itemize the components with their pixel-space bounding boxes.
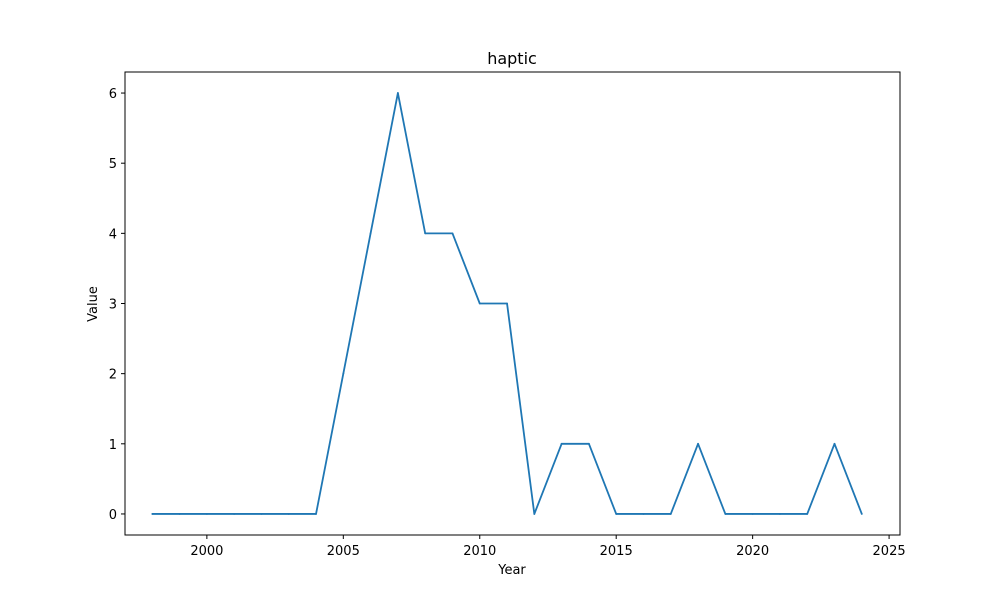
data-point xyxy=(369,232,372,235)
data-point xyxy=(588,442,590,445)
data-point xyxy=(724,513,727,515)
data-point xyxy=(751,513,754,515)
x-axis-label: Year xyxy=(497,563,526,578)
x-tick-label: 2025 xyxy=(873,544,906,559)
chart-title: haptic xyxy=(487,49,537,68)
x-tick-label: 2015 xyxy=(600,544,633,559)
x-tick-label: 2000 xyxy=(190,544,223,559)
y-tick-label: 4 xyxy=(109,227,117,242)
data-point xyxy=(860,513,863,515)
plot-area-frame xyxy=(124,71,901,536)
data-point xyxy=(424,232,427,235)
data-point xyxy=(533,513,536,515)
data-point xyxy=(506,302,508,305)
y-tick-label: 2 xyxy=(109,368,117,383)
x-tick-label: 2005 xyxy=(327,544,360,559)
x-tick-label: 2010 xyxy=(463,544,496,559)
data-point xyxy=(233,513,236,515)
y-tick-label: 5 xyxy=(109,157,117,172)
data-point xyxy=(806,513,809,515)
data-point xyxy=(669,513,672,515)
y-tick-label: 1 xyxy=(109,438,117,453)
data-point xyxy=(151,513,154,515)
data-point xyxy=(178,513,181,515)
y-axis-label: Value xyxy=(86,286,101,322)
series-layer xyxy=(151,92,863,515)
data-point xyxy=(315,513,317,515)
data-point xyxy=(205,513,208,515)
y-tick-label: 0 xyxy=(109,508,117,523)
data-point xyxy=(779,513,781,515)
data-point xyxy=(615,513,618,515)
data-point xyxy=(396,92,399,94)
y-tick-label: 3 xyxy=(109,298,117,313)
x-tick-label: 2020 xyxy=(736,544,769,559)
y-axis-ticks: 0 1 2 3 4 5 6 xyxy=(109,87,125,523)
data-point xyxy=(451,232,454,235)
data-point xyxy=(560,442,563,445)
data-point xyxy=(833,442,836,445)
y-tick-label: 6 xyxy=(109,87,117,102)
data-point xyxy=(342,372,345,375)
data-point xyxy=(260,513,263,515)
x-axis-ticks: 2000 2005 2010 2015 2020 2025 xyxy=(190,535,906,559)
data-point xyxy=(697,442,699,445)
data-point xyxy=(642,513,645,515)
data-point xyxy=(478,302,481,305)
data-point xyxy=(287,513,290,515)
